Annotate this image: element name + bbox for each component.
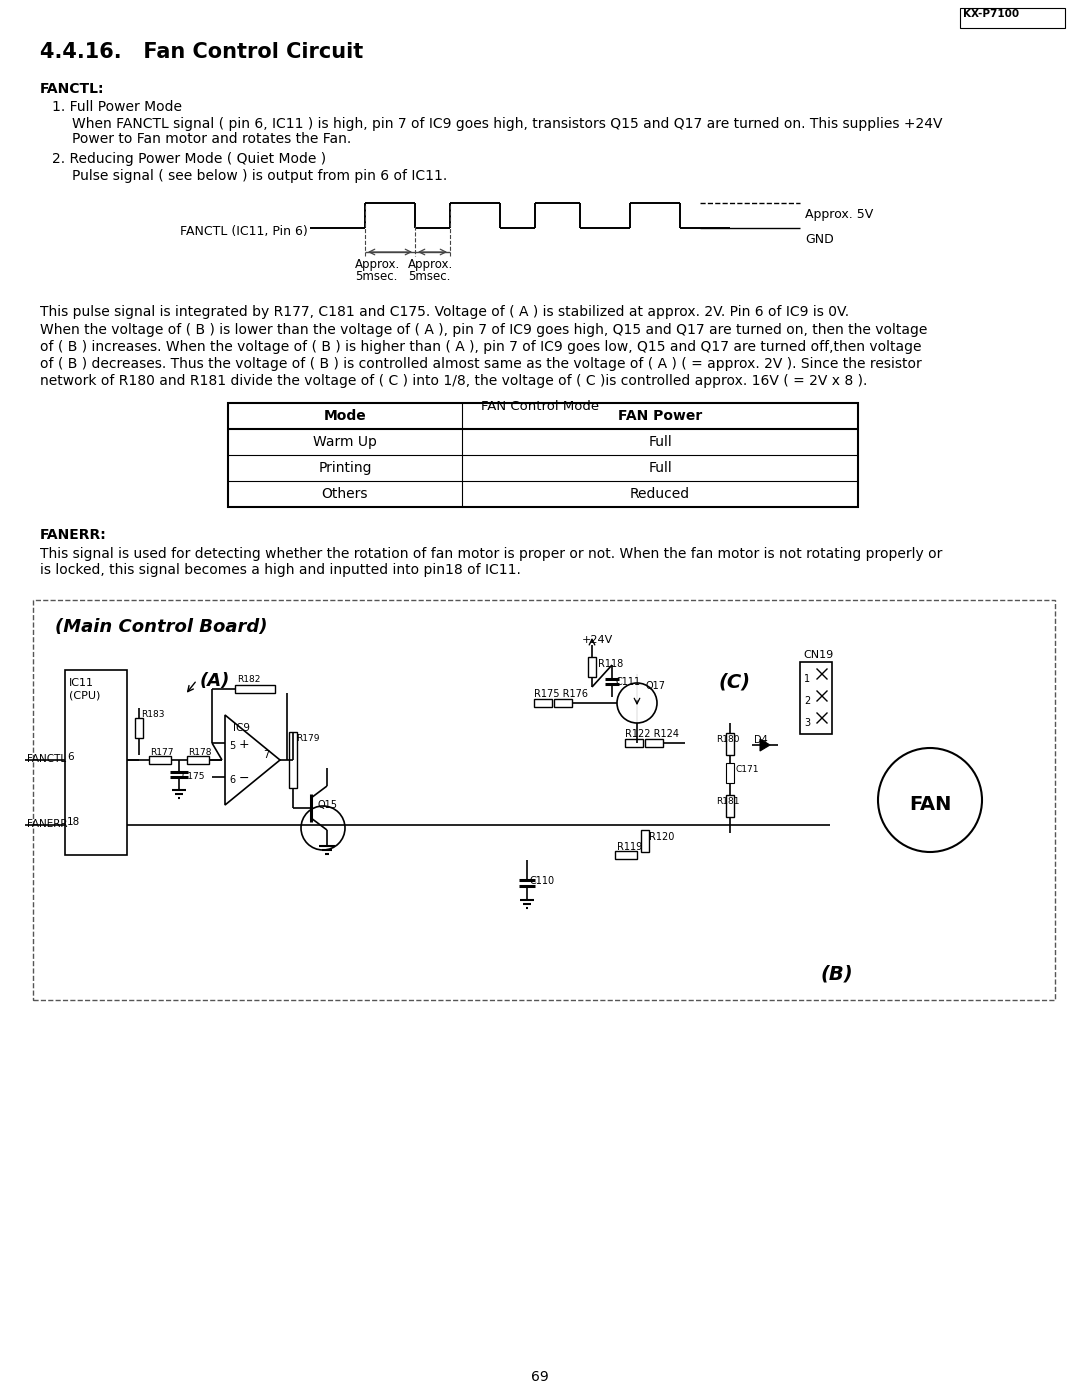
Polygon shape bbox=[760, 739, 770, 752]
Text: When the voltage of ( B ) is lower than the voltage of ( A ), pin 7 of IC9 goes : When the voltage of ( B ) is lower than … bbox=[40, 323, 928, 337]
Text: (C): (C) bbox=[718, 672, 750, 692]
Text: Warm Up: Warm Up bbox=[313, 434, 377, 448]
Text: IC11: IC11 bbox=[69, 678, 94, 687]
Text: 6: 6 bbox=[229, 775, 235, 785]
Text: 2: 2 bbox=[804, 696, 810, 705]
Text: (A): (A) bbox=[200, 672, 230, 690]
Text: R120: R120 bbox=[649, 833, 674, 842]
Text: R122 R124: R122 R124 bbox=[625, 729, 679, 739]
Text: 5: 5 bbox=[229, 740, 235, 752]
Text: 69: 69 bbox=[531, 1370, 549, 1384]
Text: +: + bbox=[239, 738, 249, 750]
Bar bbox=[645, 739, 663, 747]
Text: R118: R118 bbox=[598, 659, 623, 669]
Bar bbox=[289, 732, 297, 788]
Bar bbox=[149, 756, 171, 764]
Text: 1: 1 bbox=[804, 673, 810, 685]
Text: of ( B ) increases. When the voltage of ( B ) is higher than ( A ), pin 7 of IC9: of ( B ) increases. When the voltage of … bbox=[40, 339, 921, 353]
Text: R179: R179 bbox=[296, 733, 320, 743]
Text: Reduced: Reduced bbox=[630, 488, 690, 502]
Bar bbox=[726, 733, 734, 754]
Text: of ( B ) decreases. Thus the voltage of ( B ) is controlled almost same as the v: of ( B ) decreases. Thus the voltage of … bbox=[40, 358, 921, 372]
Text: +24V: +24V bbox=[582, 636, 613, 645]
Text: FAN Power: FAN Power bbox=[618, 409, 702, 423]
Text: D4: D4 bbox=[754, 735, 768, 745]
Text: Approx.: Approx. bbox=[408, 258, 454, 271]
Text: 2. Reducing Power Mode ( Quiet Mode ): 2. Reducing Power Mode ( Quiet Mode ) bbox=[52, 152, 326, 166]
Text: R175 R176: R175 R176 bbox=[534, 689, 588, 698]
Text: (Main Control Board): (Main Control Board) bbox=[55, 617, 268, 636]
Bar bbox=[228, 402, 858, 507]
Text: C111: C111 bbox=[615, 678, 640, 687]
Text: Approx. 5V: Approx. 5V bbox=[805, 208, 874, 221]
Text: Approx.: Approx. bbox=[355, 258, 401, 271]
Text: is locked, this signal becomes a high and inputted into pin18 of IC11.: is locked, this signal becomes a high an… bbox=[40, 563, 521, 577]
Text: Printing: Printing bbox=[319, 461, 372, 475]
Text: R178: R178 bbox=[188, 747, 212, 757]
Text: When FANCTL signal ( pin 6, IC11 ) is high, pin 7 of IC9 goes high, transistors : When FANCTL signal ( pin 6, IC11 ) is hi… bbox=[72, 117, 943, 131]
Text: Q15: Q15 bbox=[318, 800, 338, 810]
Bar bbox=[588, 657, 596, 678]
Text: Full: Full bbox=[648, 434, 672, 448]
Text: FANERR: FANERR bbox=[27, 819, 67, 828]
Text: R182: R182 bbox=[237, 675, 260, 685]
Text: Power to Fan motor and rotates the Fan.: Power to Fan motor and rotates the Fan. bbox=[72, 131, 351, 147]
Text: FAN: FAN bbox=[908, 795, 951, 814]
Text: IC9: IC9 bbox=[233, 724, 249, 733]
Text: (CPU): (CPU) bbox=[69, 690, 100, 700]
Text: R180: R180 bbox=[716, 735, 740, 745]
Text: 18: 18 bbox=[67, 817, 80, 827]
Text: FAN Control Mode: FAN Control Mode bbox=[481, 400, 599, 414]
Text: FANERR:: FANERR: bbox=[40, 528, 107, 542]
Bar bbox=[187, 756, 210, 764]
Bar bbox=[642, 830, 649, 852]
Bar bbox=[554, 698, 572, 707]
Bar bbox=[534, 698, 552, 707]
Bar bbox=[615, 851, 637, 859]
Text: C171: C171 bbox=[735, 766, 758, 774]
Bar bbox=[65, 671, 127, 855]
Text: 5msec.: 5msec. bbox=[355, 270, 397, 284]
Bar bbox=[33, 599, 1055, 1000]
Text: 6: 6 bbox=[67, 752, 73, 761]
Text: 3: 3 bbox=[804, 718, 810, 728]
Text: FANCTL:: FANCTL: bbox=[40, 82, 105, 96]
Text: Mode: Mode bbox=[324, 409, 366, 423]
Text: Q17: Q17 bbox=[645, 680, 665, 692]
Text: R177: R177 bbox=[150, 747, 174, 757]
Bar bbox=[726, 763, 734, 782]
Text: R183: R183 bbox=[141, 710, 164, 719]
Bar bbox=[960, 8, 1065, 28]
Text: This signal is used for detecting whether the rotation of fan motor is proper or: This signal is used for detecting whethe… bbox=[40, 548, 943, 562]
Text: R181: R181 bbox=[716, 798, 740, 806]
Text: network of R180 and R181 divide the voltage of ( C ) into 1/8, the voltage of ( : network of R180 and R181 divide the volt… bbox=[40, 374, 867, 388]
Text: 1. Full Power Mode: 1. Full Power Mode bbox=[52, 101, 183, 115]
Text: −: − bbox=[239, 771, 249, 785]
Text: Pulse signal ( see below ) is output from pin 6 of IC11.: Pulse signal ( see below ) is output fro… bbox=[72, 169, 447, 183]
Text: KX-P7100: KX-P7100 bbox=[963, 8, 1020, 20]
Text: Full: Full bbox=[648, 461, 672, 475]
Text: This pulse signal is integrated by R177, C181 and C175. Voltage of ( A ) is stab: This pulse signal is integrated by R177,… bbox=[40, 305, 849, 319]
Text: C110: C110 bbox=[530, 876, 555, 886]
Bar bbox=[726, 795, 734, 817]
Bar bbox=[135, 718, 143, 738]
Text: Others: Others bbox=[322, 488, 368, 502]
Text: CN19: CN19 bbox=[804, 650, 834, 659]
Bar bbox=[235, 685, 275, 693]
Bar bbox=[800, 662, 832, 733]
Text: (B): (B) bbox=[820, 965, 852, 983]
Text: 4.4.16.   Fan Control Circuit: 4.4.16. Fan Control Circuit bbox=[40, 42, 363, 61]
Text: R119: R119 bbox=[617, 842, 643, 852]
Text: FANCTL (IC11, Pin 6): FANCTL (IC11, Pin 6) bbox=[180, 225, 308, 237]
Text: FANCTL: FANCTL bbox=[27, 754, 66, 764]
Text: C175: C175 bbox=[183, 773, 205, 781]
Bar bbox=[625, 739, 643, 747]
Text: 5msec.: 5msec. bbox=[408, 270, 450, 284]
Text: 7: 7 bbox=[264, 750, 269, 760]
Text: GND: GND bbox=[805, 233, 834, 246]
